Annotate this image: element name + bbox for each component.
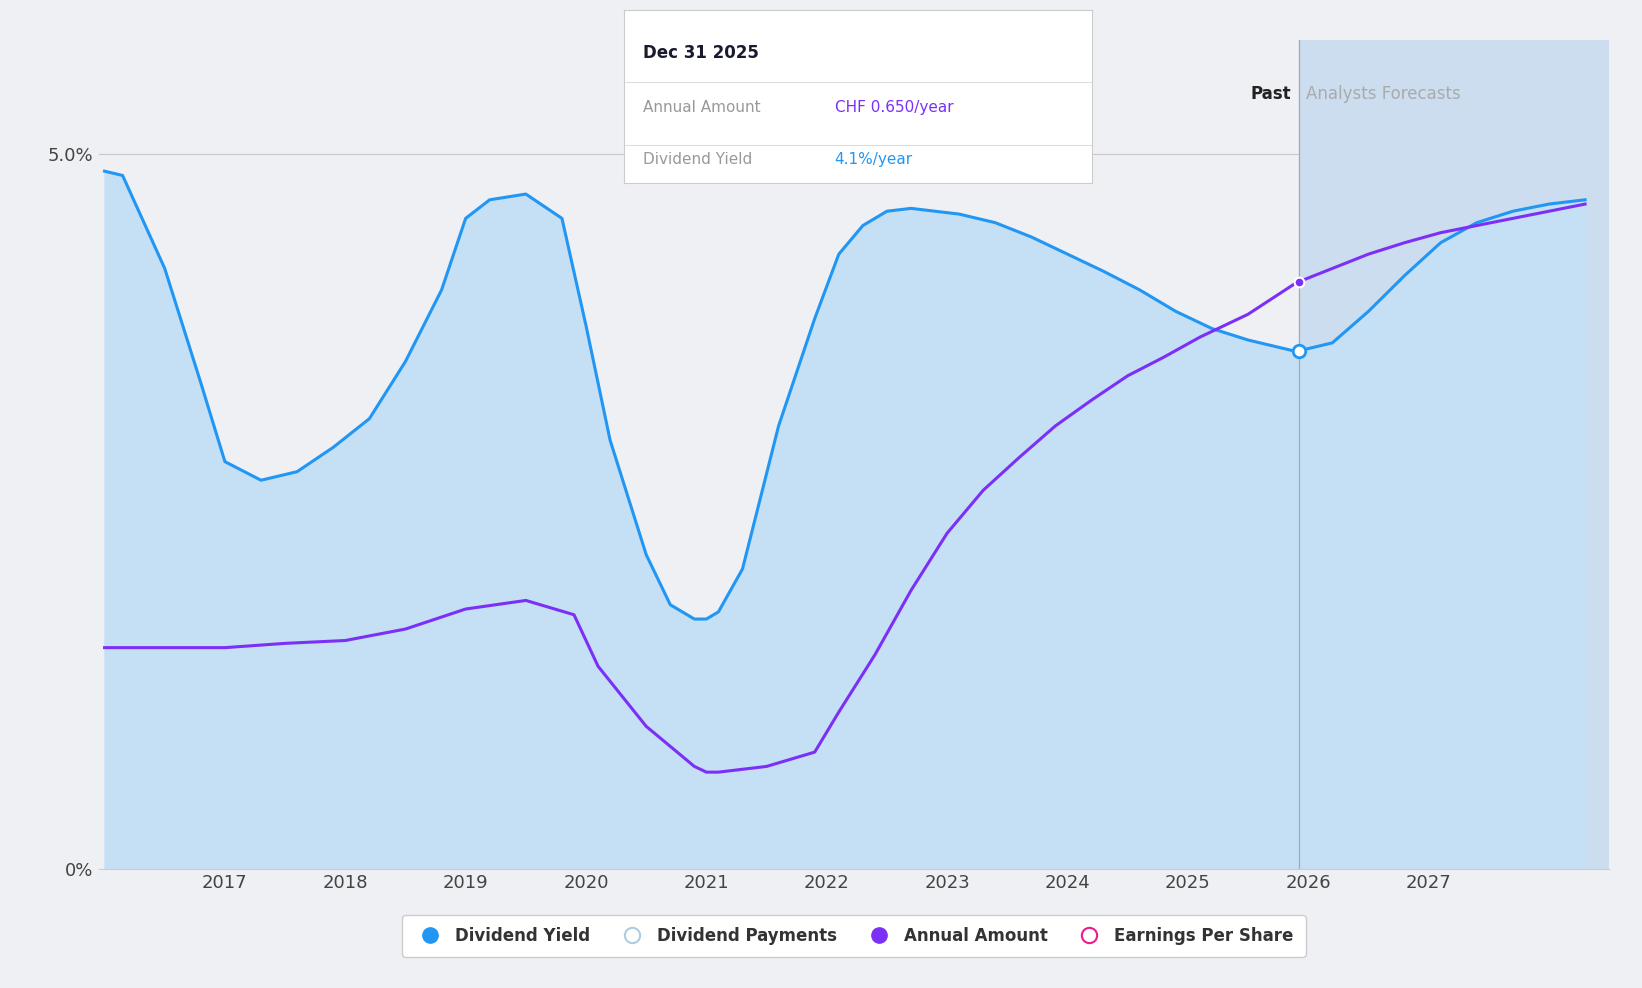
Bar	[1299, 40, 1642, 869]
Text: Analysts Forecasts: Analysts Forecasts	[1305, 85, 1461, 103]
Legend: Dividend Yield, Dividend Payments, Annual Amount, Earnings Per Share: Dividend Yield, Dividend Payments, Annua…	[402, 915, 1305, 956]
Text: Dec 31 2025: Dec 31 2025	[642, 44, 759, 62]
Text: Past: Past	[1251, 85, 1291, 103]
Text: Dividend Yield: Dividend Yield	[642, 152, 752, 167]
Text: Annual Amount: Annual Amount	[642, 100, 760, 115]
Text: 4.1%/year: 4.1%/year	[834, 152, 913, 167]
Text: CHF 0.650/year: CHF 0.650/year	[834, 100, 952, 115]
